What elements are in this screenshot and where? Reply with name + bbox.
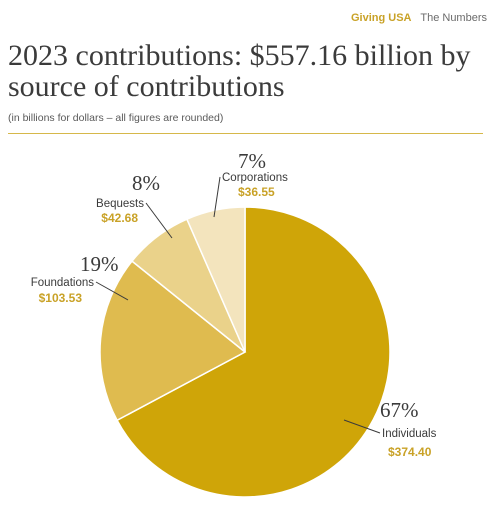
- leader-line-individuals: [343, 419, 381, 434]
- leader-line-corporations: [213, 176, 221, 218]
- category-label-bequests: Bequests: [96, 198, 144, 210]
- category-label-individuals: Individuals: [382, 428, 437, 440]
- leader-line-foundations: [95, 281, 129, 301]
- chart-title: 2023 contributions: $557.16 billion by s…: [8, 39, 471, 103]
- pie-slice-individuals: [116, 206, 391, 498]
- value-label-individuals: $374.40: [388, 445, 432, 459]
- percent-label-corporations: 7%: [238, 149, 266, 173]
- chart-subtitle: (in billions for dollars – all figures a…: [8, 112, 224, 124]
- brand-name: Giving USA: [350, 12, 412, 24]
- value-label-corporations: $36.55: [238, 185, 275, 199]
- header: Giving USA The Numbers: [351, 12, 487, 24]
- percent-label-bequests: 8%: [132, 171, 160, 195]
- percent-label-foundations: 19%: [80, 252, 119, 276]
- section-name: The Numbers: [420, 12, 487, 24]
- value-label-bequests: $42.68: [101, 211, 138, 225]
- value-label-foundations: $103.53: [39, 291, 83, 305]
- percent-label-individuals: 67%: [380, 398, 419, 422]
- category-label-corporations: Corporations: [222, 172, 288, 184]
- leader-line-bequests: [145, 202, 173, 239]
- pie-slice-foundations: [99, 260, 247, 422]
- title-divider: [8, 133, 483, 134]
- category-label-foundations: Foundations: [31, 277, 95, 289]
